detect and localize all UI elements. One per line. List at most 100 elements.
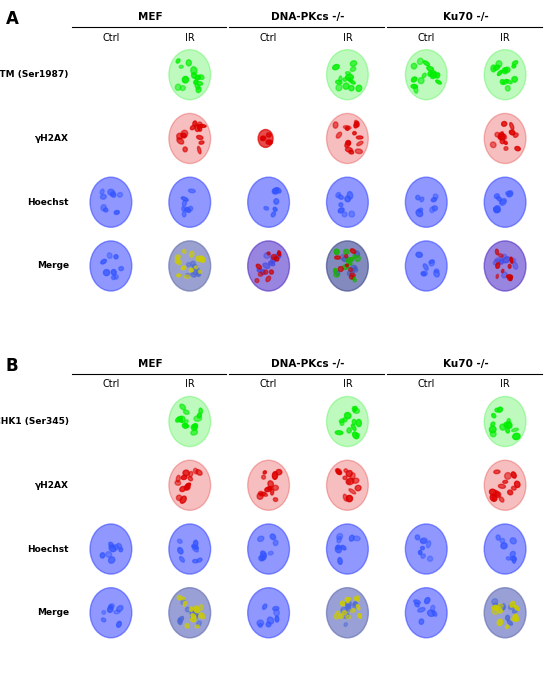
Ellipse shape: [510, 257, 513, 263]
Ellipse shape: [434, 269, 439, 273]
Ellipse shape: [405, 241, 447, 291]
Ellipse shape: [189, 471, 192, 477]
Ellipse shape: [345, 126, 349, 131]
Ellipse shape: [496, 274, 498, 279]
Ellipse shape: [190, 125, 195, 130]
Ellipse shape: [424, 61, 430, 66]
Ellipse shape: [261, 136, 266, 140]
Ellipse shape: [327, 241, 368, 291]
Ellipse shape: [184, 483, 190, 490]
Ellipse shape: [196, 256, 200, 261]
Ellipse shape: [336, 545, 340, 549]
Ellipse shape: [269, 261, 274, 266]
Ellipse shape: [421, 554, 425, 558]
Ellipse shape: [271, 489, 274, 495]
Ellipse shape: [184, 410, 189, 414]
Ellipse shape: [181, 131, 188, 137]
Ellipse shape: [429, 260, 434, 266]
Ellipse shape: [199, 605, 203, 611]
Ellipse shape: [177, 274, 180, 277]
Ellipse shape: [500, 199, 507, 205]
Ellipse shape: [100, 553, 104, 558]
Ellipse shape: [183, 200, 186, 206]
Ellipse shape: [351, 424, 356, 430]
Ellipse shape: [492, 599, 498, 605]
Ellipse shape: [355, 433, 360, 437]
Ellipse shape: [106, 551, 112, 558]
Ellipse shape: [175, 416, 182, 422]
Ellipse shape: [266, 622, 271, 627]
Text: DNA-PKcs -/-: DNA-PKcs -/-: [271, 12, 345, 22]
Ellipse shape: [185, 420, 188, 424]
Ellipse shape: [259, 556, 264, 561]
Ellipse shape: [405, 524, 447, 574]
Ellipse shape: [345, 598, 349, 601]
Ellipse shape: [189, 269, 193, 272]
Ellipse shape: [502, 68, 508, 73]
Ellipse shape: [421, 547, 425, 550]
Ellipse shape: [178, 617, 184, 623]
Ellipse shape: [107, 253, 112, 258]
Text: p-ATM (Ser1987): p-ATM (Ser1987): [0, 70, 69, 79]
Ellipse shape: [327, 396, 368, 447]
Ellipse shape: [272, 257, 277, 262]
Ellipse shape: [114, 275, 118, 279]
Ellipse shape: [264, 207, 268, 210]
Ellipse shape: [276, 253, 281, 258]
Ellipse shape: [350, 609, 355, 613]
Ellipse shape: [183, 601, 186, 606]
Ellipse shape: [349, 275, 353, 279]
Ellipse shape: [512, 472, 516, 478]
Ellipse shape: [349, 86, 354, 91]
Ellipse shape: [492, 494, 495, 500]
Text: Merge: Merge: [37, 609, 69, 617]
Ellipse shape: [512, 486, 516, 490]
Text: Ctrl: Ctrl: [260, 379, 277, 390]
Ellipse shape: [182, 76, 189, 83]
Ellipse shape: [356, 136, 363, 139]
Ellipse shape: [327, 114, 368, 163]
Ellipse shape: [436, 80, 441, 84]
Ellipse shape: [348, 262, 352, 265]
Ellipse shape: [334, 256, 340, 259]
Ellipse shape: [248, 177, 289, 227]
Ellipse shape: [188, 477, 192, 481]
Ellipse shape: [343, 611, 346, 615]
Ellipse shape: [503, 257, 510, 262]
Ellipse shape: [496, 262, 500, 269]
Ellipse shape: [273, 607, 279, 611]
Ellipse shape: [117, 543, 122, 549]
Ellipse shape: [505, 191, 512, 195]
Ellipse shape: [491, 142, 496, 148]
Ellipse shape: [275, 616, 279, 622]
Ellipse shape: [354, 596, 360, 600]
Ellipse shape: [334, 273, 339, 277]
Ellipse shape: [484, 114, 526, 163]
Ellipse shape: [509, 604, 514, 609]
Ellipse shape: [502, 122, 507, 126]
Ellipse shape: [184, 424, 189, 428]
Ellipse shape: [109, 604, 114, 609]
Ellipse shape: [491, 65, 496, 72]
Ellipse shape: [419, 550, 422, 555]
Ellipse shape: [350, 473, 355, 480]
Ellipse shape: [188, 206, 192, 211]
Ellipse shape: [415, 602, 419, 607]
Ellipse shape: [500, 539, 504, 543]
Ellipse shape: [484, 588, 526, 638]
Ellipse shape: [267, 252, 270, 255]
Ellipse shape: [507, 422, 512, 428]
Ellipse shape: [505, 625, 509, 628]
Ellipse shape: [349, 80, 355, 84]
Ellipse shape: [352, 604, 358, 608]
Ellipse shape: [416, 195, 420, 200]
Ellipse shape: [355, 251, 360, 257]
Ellipse shape: [420, 197, 424, 202]
Text: IR: IR: [500, 33, 510, 43]
Text: IR: IR: [343, 379, 353, 390]
Ellipse shape: [195, 84, 200, 89]
Ellipse shape: [419, 619, 424, 624]
Ellipse shape: [194, 80, 198, 84]
Ellipse shape: [118, 192, 123, 197]
Text: Ku70 -/-: Ku70 -/-: [443, 359, 488, 369]
